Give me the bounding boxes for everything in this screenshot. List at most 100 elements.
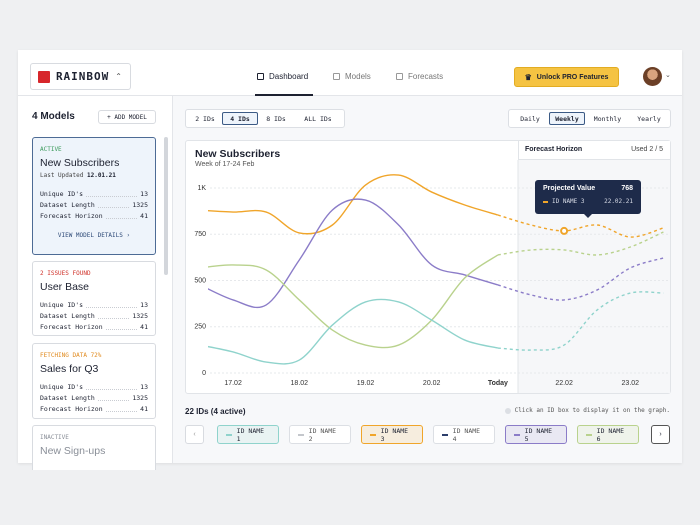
card-row: Forecast Horizon 41: [40, 405, 148, 413]
period-option[interactable]: Monthly: [593, 114, 622, 123]
nav-item[interactable]: Dashboard: [257, 72, 308, 81]
x-tick-label: 17.02: [224, 380, 242, 387]
chip-swatch: [514, 433, 520, 436]
tooltip-series: ID NAME 3: [552, 198, 585, 205]
nav-label: Dashboard: [269, 72, 309, 81]
period-option[interactable]: Yearly: [637, 114, 661, 123]
nav-item[interactable]: Models: [333, 72, 371, 81]
x-tick-label: Today: [488, 380, 508, 387]
row-value: 41: [140, 323, 148, 331]
row-label: Unique ID's: [40, 190, 84, 198]
id-chip[interactable]: ID NAME 5: [505, 425, 567, 444]
tooltip-head: Projected Value 768: [543, 185, 633, 192]
nav-icon: [257, 73, 264, 80]
tooltip-value: 768: [621, 185, 633, 192]
scrollbar: [164, 137, 168, 275]
id-filter-option[interactable]: 4 IDs: [222, 112, 258, 125]
card-updated: Last Updated 12.01.21: [40, 172, 148, 179]
logo-icon: [38, 70, 50, 83]
sidebar-divider: [172, 96, 173, 463]
row-label: Dataset Length: [40, 312, 95, 320]
tooltip-marker: [560, 226, 569, 235]
row-leader: [97, 207, 130, 208]
card-row: Forecast Horizon 41: [40, 323, 148, 331]
series-line: [208, 174, 499, 235]
logo-box[interactable]: RAINBOW ⌃: [30, 63, 131, 90]
row-value: 41: [140, 212, 148, 220]
chip-label: ID NAME 2: [308, 426, 337, 443]
tooltip: Projected Value 768 ID NAME 3 22.02.21: [535, 180, 641, 214]
chip-swatch: [370, 433, 376, 436]
chips-next[interactable]: ›: [651, 425, 670, 444]
forecast-label: Forecast Horizon: [525, 146, 583, 153]
id-chip[interactable]: ID NAME 1: [217, 425, 279, 444]
chip-label: ID NAME 6: [596, 426, 625, 443]
series-line: [208, 198, 499, 309]
id-chip[interactable]: ID NAME 4: [433, 425, 495, 444]
row-leader: [86, 307, 138, 308]
row-label: Unique ID's: [40, 301, 84, 309]
series-line: [497, 291, 664, 351]
nav-label: Models: [345, 72, 371, 81]
period-option[interactable]: Weekly: [549, 112, 585, 125]
period: Daily Weekly Monthly Yearly: [508, 109, 671, 128]
row-leader: [97, 400, 130, 401]
card-row: Forecast Horizon 41: [40, 212, 148, 220]
y-tick-label: 500: [194, 277, 206, 284]
card-link[interactable]: VIEW MODEL DETAILS ›: [57, 232, 131, 239]
row-value: 1325: [132, 394, 148, 402]
tooltip-swatch: [543, 200, 548, 203]
x-tick-label: 23.02: [622, 380, 640, 387]
row-label: Forecast Horizon: [40, 212, 103, 220]
chip-swatch: [298, 433, 304, 436]
y-tick-label: 750: [194, 231, 206, 238]
row-label: Forecast Horizon: [40, 323, 103, 331]
updated-date: 12.01.21: [86, 172, 116, 179]
x-tick-label: 19.02: [357, 380, 375, 387]
card-row: Dataset Length 1325: [40, 312, 148, 320]
forecast-header: [518, 141, 670, 160]
y-tick-label: 1K: [197, 185, 206, 192]
id-chip[interactable]: ID NAME 2: [289, 425, 351, 444]
ids-hint: Click an ID box to display it on the gra…: [430, 407, 670, 414]
tooltip-title: Projected Value: [543, 185, 596, 192]
series-line: [208, 254, 499, 349]
model-card[interactable]: FETCHING DATA 72% Sales for Q3 Unique ID's…: [32, 343, 156, 419]
row-label: Dataset Length: [40, 394, 95, 402]
pro-label: Unlock PRO Features: [536, 73, 609, 81]
card-row: Unique ID's 13: [40, 301, 148, 309]
avatar[interactable]: [643, 67, 662, 86]
chips-prev[interactable]: ‹: [185, 425, 204, 444]
tooltip-sub: ID NAME 3 22.02.21: [543, 198, 633, 205]
chip-swatch: [226, 433, 232, 436]
chart-subtitle: Week of 17-24 Feb: [195, 161, 255, 168]
row-leader: [97, 318, 130, 319]
id-filter-option[interactable]: ALL IDs: [304, 114, 332, 123]
card-row: Unique ID's 13: [40, 383, 148, 391]
card-title: New Sign-ups: [40, 445, 106, 457]
model-card[interactable]: ACTIVE New Subscribers Last Updated 12.01.…: [32, 137, 156, 255]
row-leader: [105, 218, 138, 219]
id-filter-option[interactable]: 2 IDs: [195, 114, 215, 123]
chip-label: ID NAME 3: [380, 426, 409, 443]
row-leader: [86, 196, 138, 197]
pro-button[interactable]: ♛ Unlock PRO Features: [514, 67, 619, 87]
id-chip[interactable]: ID NAME 6: [577, 425, 639, 444]
card-status: INACTIVE: [40, 434, 69, 441]
chip-label: ID NAME 4: [452, 426, 481, 443]
row-leader: [105, 329, 138, 330]
id-chip[interactable]: ID NAME 3: [361, 425, 423, 444]
row-leader: [105, 411, 138, 412]
model-card[interactable]: 2 ISSUES FOUND User Base Unique ID's 13 Data…: [32, 261, 156, 336]
avatar-caret: ⌄: [665, 72, 671, 79]
nav-item[interactable]: Forecasts: [396, 72, 443, 81]
period-option[interactable]: Daily: [520, 114, 540, 123]
hint-icon: [504, 407, 511, 414]
card-title: User Base: [40, 281, 90, 293]
add-model-button[interactable]: + ADD MODEL: [98, 110, 156, 124]
nav-underline: [255, 94, 313, 96]
card-title: New Subscribers: [40, 157, 120, 169]
id-filter-option[interactable]: 8 IDs: [266, 114, 286, 123]
model-card[interactable]: INACTIVE New Sign-ups: [32, 425, 156, 470]
